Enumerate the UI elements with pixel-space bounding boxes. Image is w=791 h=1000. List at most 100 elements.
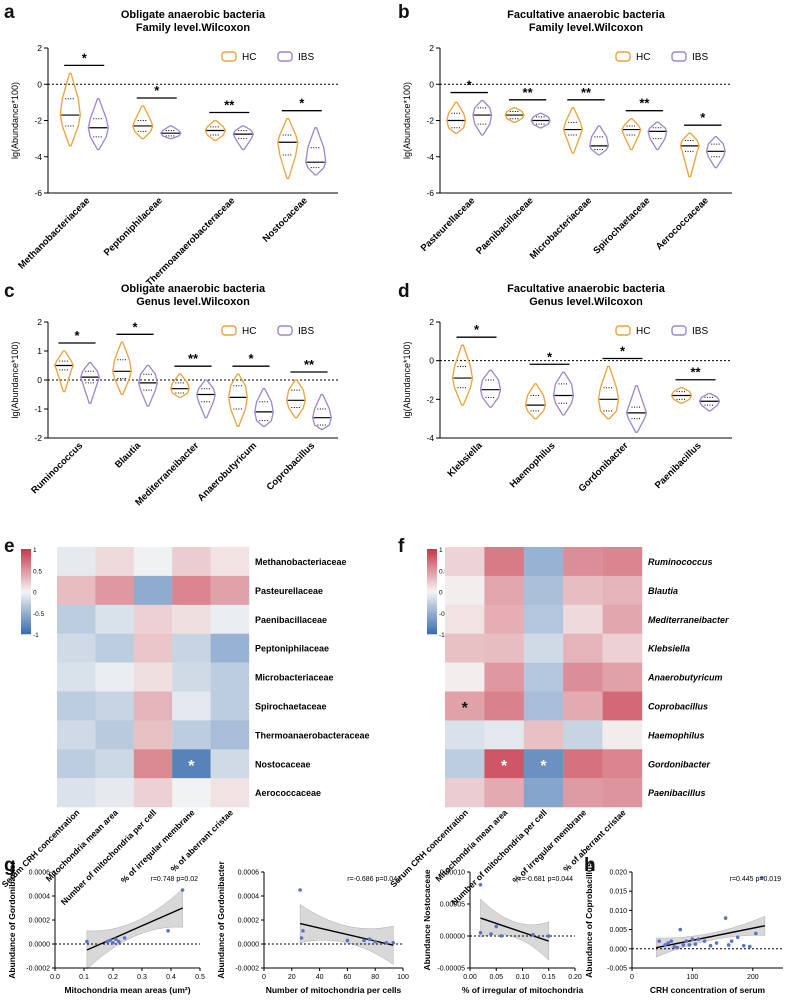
panel-f-colorbar-segment xyxy=(427,559,437,563)
panel-letter-a: a xyxy=(4,2,15,23)
panel-d-ylabel: lg(Abundance*100) xyxy=(402,341,412,418)
panel-f-colorbar-segment xyxy=(427,566,437,569)
panel-f-colorbar-segment xyxy=(427,572,437,575)
panel-b-violin-ibs xyxy=(705,136,726,169)
panel-g1-ytick-label: 0.0002 xyxy=(29,918,51,925)
panel-h-fit-line xyxy=(656,925,766,949)
panel-f-heatmap-cell xyxy=(523,633,564,663)
panel-d-violin-hc xyxy=(597,365,620,420)
panel-f-colorbar-segment xyxy=(427,614,437,618)
panel-f-heatmap-cell xyxy=(523,749,564,779)
panel-letter-b: b xyxy=(398,2,410,23)
panel-e-colorbar-segment xyxy=(21,589,31,592)
panel-e-colorbar-segment xyxy=(21,593,31,597)
panel-f-heatmap-cell xyxy=(523,575,564,605)
panel-g1-ytick-label: 0.0006 xyxy=(29,870,51,877)
panel-f-heatmap-cell xyxy=(445,604,485,634)
panel-a-significance-label: * xyxy=(82,50,88,65)
panel-c-category-label: Coprobacillus xyxy=(265,440,318,493)
panel-letter-d: d xyxy=(398,281,410,302)
panel-b-category-label: Pasteurellaceae xyxy=(419,195,478,254)
panel-d-violin-hc xyxy=(670,387,693,404)
panel-f-heatmap-cell xyxy=(484,547,524,577)
panel-b-legend-ibs-label: IBS xyxy=(692,52,708,63)
panel-f-heatmap-cell xyxy=(563,547,603,577)
panel-f-colorbar-segment xyxy=(427,585,437,588)
panel-f-significance-mark: * xyxy=(501,758,508,775)
panel-a-category-label: Peptoniphilaceae xyxy=(102,195,165,258)
panel-c-subtitle: Genus level.Wilcoxon xyxy=(136,296,250,308)
panel-e-colorbar-segment xyxy=(21,563,31,567)
panel-b-violin-ibs xyxy=(530,112,551,129)
panel-d-violin-hc xyxy=(524,383,547,420)
panel-e-column-label: % of irregular membrane xyxy=(119,807,197,885)
panel-e-colorbar-segment xyxy=(21,551,31,554)
panel-c-violin-hc xyxy=(228,373,248,428)
panel-g2-xtick-label: 20 xyxy=(288,974,296,981)
panel-d-ytick-label: 0 xyxy=(429,356,434,366)
panel-f-heatmap-cell xyxy=(484,604,524,634)
panel-h-data-point xyxy=(729,939,734,943)
panel-f-heatmap-cell xyxy=(445,749,485,779)
panel-f-colorbar-segment xyxy=(427,623,437,626)
panel-h-xtick-label: 0 xyxy=(630,974,634,981)
panel-c-legend-ibs-label: IBS xyxy=(298,326,314,337)
panel-f-colorbar-segment xyxy=(427,617,437,620)
panel-a-ytick-label: 2 xyxy=(37,43,42,53)
panel-g1-data-point xyxy=(105,939,109,944)
panel-e-colorbar-segment xyxy=(21,617,31,620)
panel-e-heatmap-cell xyxy=(95,691,134,721)
panel-d-legend-hc-swatch xyxy=(615,325,631,336)
panel-f-heatmap-cell xyxy=(445,778,485,808)
panel-h-data-point xyxy=(696,937,701,941)
panel-a-legend-hc-swatch xyxy=(221,51,237,62)
panel-e-colorbar-segment xyxy=(21,621,31,624)
panel-c-violin-ibs xyxy=(254,388,274,428)
panel-g2-data-point xyxy=(298,888,302,892)
panel-f-colorbar-segment xyxy=(427,612,437,616)
panel-e-colorbar-segment xyxy=(21,604,31,607)
panel-c-ytick-label: 1 xyxy=(37,346,42,356)
panel-f-row-label: Coprobacillus xyxy=(648,701,708,711)
panel-b-significance-label: ** xyxy=(639,96,650,111)
panel-g3-data-point xyxy=(546,934,551,938)
panel-d-significance-label: ** xyxy=(690,365,701,380)
panel-f-significance-mark: * xyxy=(540,758,547,775)
panel-f-heatmap-cell xyxy=(523,691,564,721)
panel-e-colorbar-tick-label: 0 xyxy=(33,590,37,597)
panel-e-heatmap-cell xyxy=(133,547,173,577)
panel-g1-data-point xyxy=(122,936,127,940)
panel-f-colorbar-segment xyxy=(427,555,437,558)
panel-a-subtitle: Family level.Wilcoxon xyxy=(136,22,250,34)
panel-e-row-label: Peptoniphilaceae xyxy=(255,644,329,654)
panel-g3-xtick-label: 0.00 xyxy=(463,974,477,981)
panel-f-colorbar-segment xyxy=(427,627,437,631)
panel-e-heatmap-cell xyxy=(133,691,173,721)
panel-f-colorbar-segment xyxy=(427,604,437,607)
panel-e-heatmap-cell xyxy=(133,720,173,750)
panel-f-heatmap-cell xyxy=(445,662,485,692)
panel-c-legend-hc-swatch xyxy=(221,325,237,336)
panel-a-violin-ibs xyxy=(159,125,182,140)
panel-g1-data-point xyxy=(180,888,185,892)
panel-f-colorbar-tick-label: -0.5 xyxy=(439,611,451,618)
panel-c-significance-label: ** xyxy=(188,351,199,366)
panel-h-xtick-label: 200 xyxy=(747,974,759,981)
panel-h-data-point xyxy=(708,943,713,948)
panel-c-category-label: Ruminococcus xyxy=(29,440,85,496)
panel-e-colorbar-segment xyxy=(21,561,31,565)
panel-g2-ytick-label: -0.0002 xyxy=(235,966,259,973)
panel-e-heatmap-cell xyxy=(172,547,211,577)
panel-f-colorbar-segment xyxy=(427,600,437,603)
panel-c-violin-hc xyxy=(170,373,190,399)
panel-c-violin-hc xyxy=(53,350,75,393)
panel-a-significance-label: * xyxy=(154,83,160,98)
panel-f-colorbar-segment xyxy=(427,583,437,586)
panel-g2-ylabel: Abundance of Gordonibacter xyxy=(216,861,226,979)
panel-d-legend-ibs-swatch xyxy=(671,325,687,336)
panel-e-heatmap-cell xyxy=(133,575,173,605)
panel-h-ytick-label: 0.020 xyxy=(609,870,627,877)
panel-e-colorbar-segment xyxy=(21,559,31,563)
panel-g3-data-point xyxy=(499,934,504,938)
panel-d-category-label: Haemophilus xyxy=(508,440,558,490)
